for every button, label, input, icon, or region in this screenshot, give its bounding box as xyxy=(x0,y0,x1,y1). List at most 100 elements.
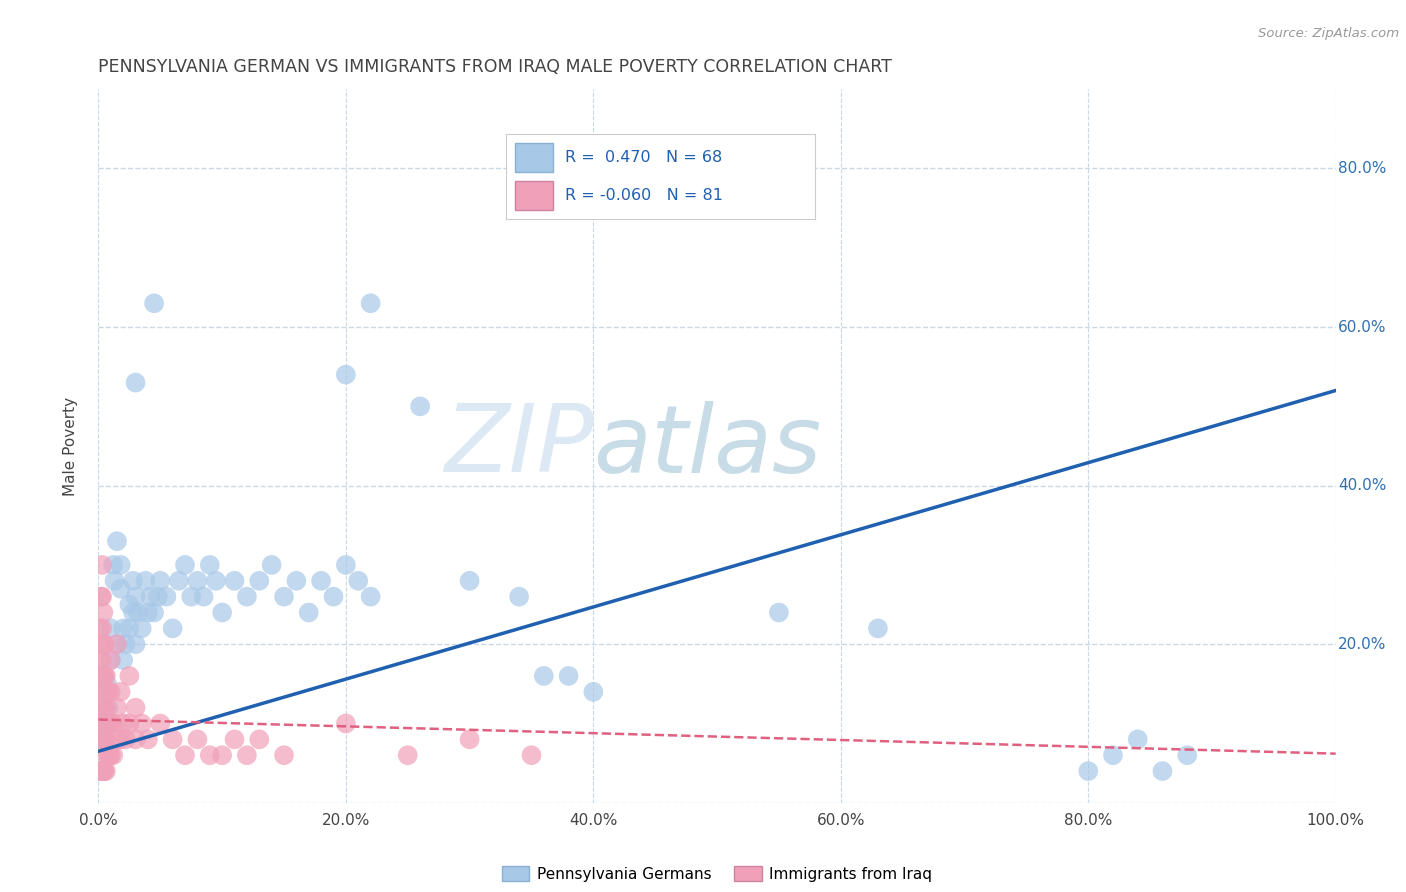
Point xyxy=(124,637,146,651)
Point xyxy=(273,748,295,763)
Point xyxy=(89,653,111,667)
Point xyxy=(100,748,122,763)
Point xyxy=(224,574,246,588)
Point xyxy=(131,716,153,731)
Point xyxy=(162,621,184,635)
Text: atlas: atlas xyxy=(593,401,821,491)
Point xyxy=(118,716,141,731)
Point xyxy=(93,669,115,683)
Point xyxy=(247,732,270,747)
Text: 40.0%: 40.0% xyxy=(1339,478,1386,493)
Point xyxy=(98,716,121,731)
Point xyxy=(91,590,114,604)
Point xyxy=(97,685,120,699)
Point xyxy=(103,716,125,731)
Point xyxy=(211,748,233,763)
Point xyxy=(103,748,125,763)
Point xyxy=(118,621,141,635)
Point xyxy=(94,764,117,778)
Point xyxy=(1126,732,1149,747)
Point xyxy=(131,621,153,635)
Point xyxy=(89,764,111,778)
Point xyxy=(162,732,184,747)
Point xyxy=(360,590,382,604)
Point xyxy=(149,716,172,731)
Point xyxy=(118,669,141,683)
Point xyxy=(198,558,221,572)
Point xyxy=(134,574,156,588)
FancyBboxPatch shape xyxy=(516,181,553,211)
Point xyxy=(508,590,530,604)
Point xyxy=(866,621,889,635)
Point xyxy=(90,732,112,747)
Point xyxy=(143,296,166,310)
Point xyxy=(93,700,115,714)
Point xyxy=(124,590,146,604)
Point xyxy=(136,732,159,747)
Point xyxy=(186,732,208,747)
Point xyxy=(93,606,115,620)
Point xyxy=(149,574,172,588)
Point xyxy=(127,606,149,620)
Point xyxy=(146,590,169,604)
Point xyxy=(143,606,166,620)
Point xyxy=(458,732,481,747)
Point xyxy=(103,574,125,588)
Point xyxy=(260,558,283,572)
Point xyxy=(1152,764,1174,778)
Point xyxy=(87,700,110,714)
Point xyxy=(139,590,162,604)
Point xyxy=(122,574,145,588)
Point xyxy=(90,669,112,683)
Point xyxy=(103,558,125,572)
Point xyxy=(93,732,115,747)
Point xyxy=(1102,748,1125,763)
Point xyxy=(96,716,118,731)
Point xyxy=(582,685,605,699)
Point xyxy=(90,700,112,714)
Point xyxy=(224,732,246,747)
Point xyxy=(87,764,110,778)
Text: 80.0%: 80.0% xyxy=(1339,161,1386,176)
Point xyxy=(205,574,228,588)
Point xyxy=(94,732,117,747)
Point xyxy=(1175,748,1198,763)
Point xyxy=(236,748,259,763)
Point xyxy=(247,574,270,588)
Point xyxy=(91,653,114,667)
Point xyxy=(110,685,132,699)
FancyBboxPatch shape xyxy=(516,143,553,172)
Point xyxy=(91,685,114,699)
Point xyxy=(198,748,221,763)
Point xyxy=(114,637,136,651)
Point xyxy=(100,716,122,731)
Text: ZIP: ZIP xyxy=(444,401,593,491)
Point xyxy=(335,558,357,572)
Point xyxy=(1077,764,1099,778)
Point xyxy=(93,637,115,651)
Point xyxy=(396,748,419,763)
Point xyxy=(335,368,357,382)
Point xyxy=(285,574,308,588)
Point xyxy=(89,685,111,699)
Point xyxy=(100,685,122,699)
Point xyxy=(98,748,121,763)
Point xyxy=(458,574,481,588)
Point xyxy=(193,590,215,604)
Point xyxy=(93,700,115,714)
Point xyxy=(155,590,177,604)
Point xyxy=(100,653,122,667)
Point xyxy=(105,637,128,651)
Point xyxy=(87,732,110,747)
Text: 20.0%: 20.0% xyxy=(1339,637,1386,652)
Point xyxy=(90,590,112,604)
Point xyxy=(89,621,111,635)
Legend: Pennsylvania Germans, Immigrants from Iraq: Pennsylvania Germans, Immigrants from Ir… xyxy=(495,860,939,888)
Point xyxy=(91,764,114,778)
Point xyxy=(112,621,135,635)
Text: Source: ZipAtlas.com: Source: ZipAtlas.com xyxy=(1258,27,1399,40)
Point xyxy=(93,732,115,747)
Point xyxy=(360,296,382,310)
Point xyxy=(94,716,117,731)
Point xyxy=(347,574,370,588)
